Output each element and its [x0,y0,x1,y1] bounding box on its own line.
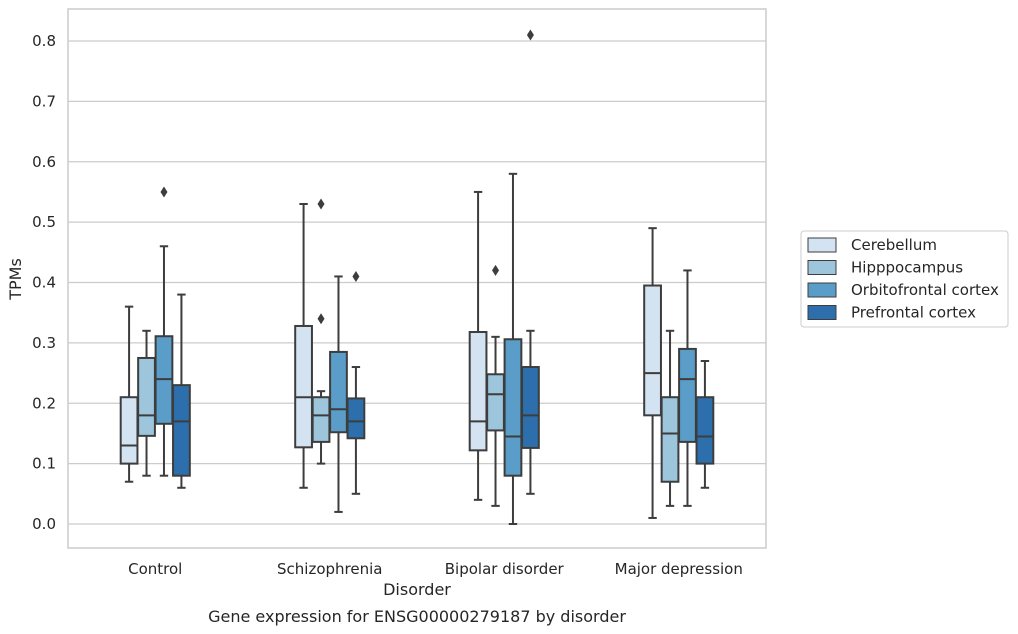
y-tick-labels: 0.0 0.1 0.2 0.3 0.4 0.5 0.6 0.7 0.8 [32,32,56,533]
outlier-point [317,198,325,210]
x-tick-label: Control [128,560,182,578]
outlier-point [526,29,534,41]
y-tick-label: 0.1 [32,455,56,473]
x-tick-labels: Control Schizophrenia Bipolar disorder Majo… [128,560,743,578]
outlier-point [352,270,360,282]
box-prefrontal-cortex [521,29,540,495]
box-iqr [329,350,348,434]
box-iqr [521,366,540,449]
legend-label: Prefrontal cortex [851,304,976,322]
y-tick-label: 0.7 [32,92,56,110]
legend-label: Cerebellum [851,236,937,254]
box-iqr [294,324,313,449]
y-tick-label: 0.8 [32,32,56,50]
x-tick-label: Major depression [615,560,743,578]
outlier-point [317,313,325,325]
legend-swatch [807,282,837,298]
box-series [119,29,715,525]
box-hipppocampus [486,264,505,507]
box-iqr [137,356,156,437]
y-tick-label: 0.6 [32,153,56,171]
legend-label: Orbitofrontal cortex [851,281,999,299]
box-iqr [172,384,191,477]
box-prefrontal-cortex [695,359,715,489]
box-prefrontal-cortex [172,293,191,489]
box-iqr [695,396,715,465]
legend-label: Hipppocampus [851,259,963,277]
box-iqr [643,284,662,417]
outlier-point [492,264,500,276]
chart-title: Gene expression for ENSG00000279187 by d… [208,607,626,626]
y-tick-label: 0.3 [32,334,56,352]
y-tick-label: 0.2 [32,394,56,412]
x-tick-label: Bipolar disorder [445,560,565,578]
legend-items: Cerebellum Hipppocampus Orbitofrontal cort… [807,236,999,322]
box-cerebellum [294,203,313,489]
legend-swatch [807,237,837,253]
box-hipppocampus [660,329,680,507]
box-orbitofrontal-cortex [678,269,697,507]
plot-frame [67,8,767,549]
box-cerebellum [643,227,662,519]
box-prefrontal-cortex [346,270,366,495]
outlier-point [160,186,168,198]
box-orbitofrontal-cortex [329,275,348,513]
box-iqr [486,373,505,432]
y-tick-label: 0.0 [32,515,56,533]
box-iqr [311,396,331,443]
legend-swatch [807,260,837,275]
legend-frame [800,230,1009,328]
box-iqr [468,331,488,452]
x-tick-label: Schizophrenia [277,560,382,578]
box-iqr [678,347,697,443]
legend-swatch [807,305,837,320]
y-tick-label: 0.5 [32,213,56,231]
box-iqr [119,396,139,465]
box-iqr [503,338,523,477]
box-iqr [346,397,366,440]
legend: Cerebellum Hipppocampus Orbitofrontal cort… [800,230,1009,328]
x-axis-label: Disorder [383,580,451,599]
box-orbitofrontal-cortex [154,186,174,477]
y-tick-label: 0.4 [32,274,56,292]
box-iqr [660,396,680,483]
y-axis-label: TPMs [6,258,25,301]
